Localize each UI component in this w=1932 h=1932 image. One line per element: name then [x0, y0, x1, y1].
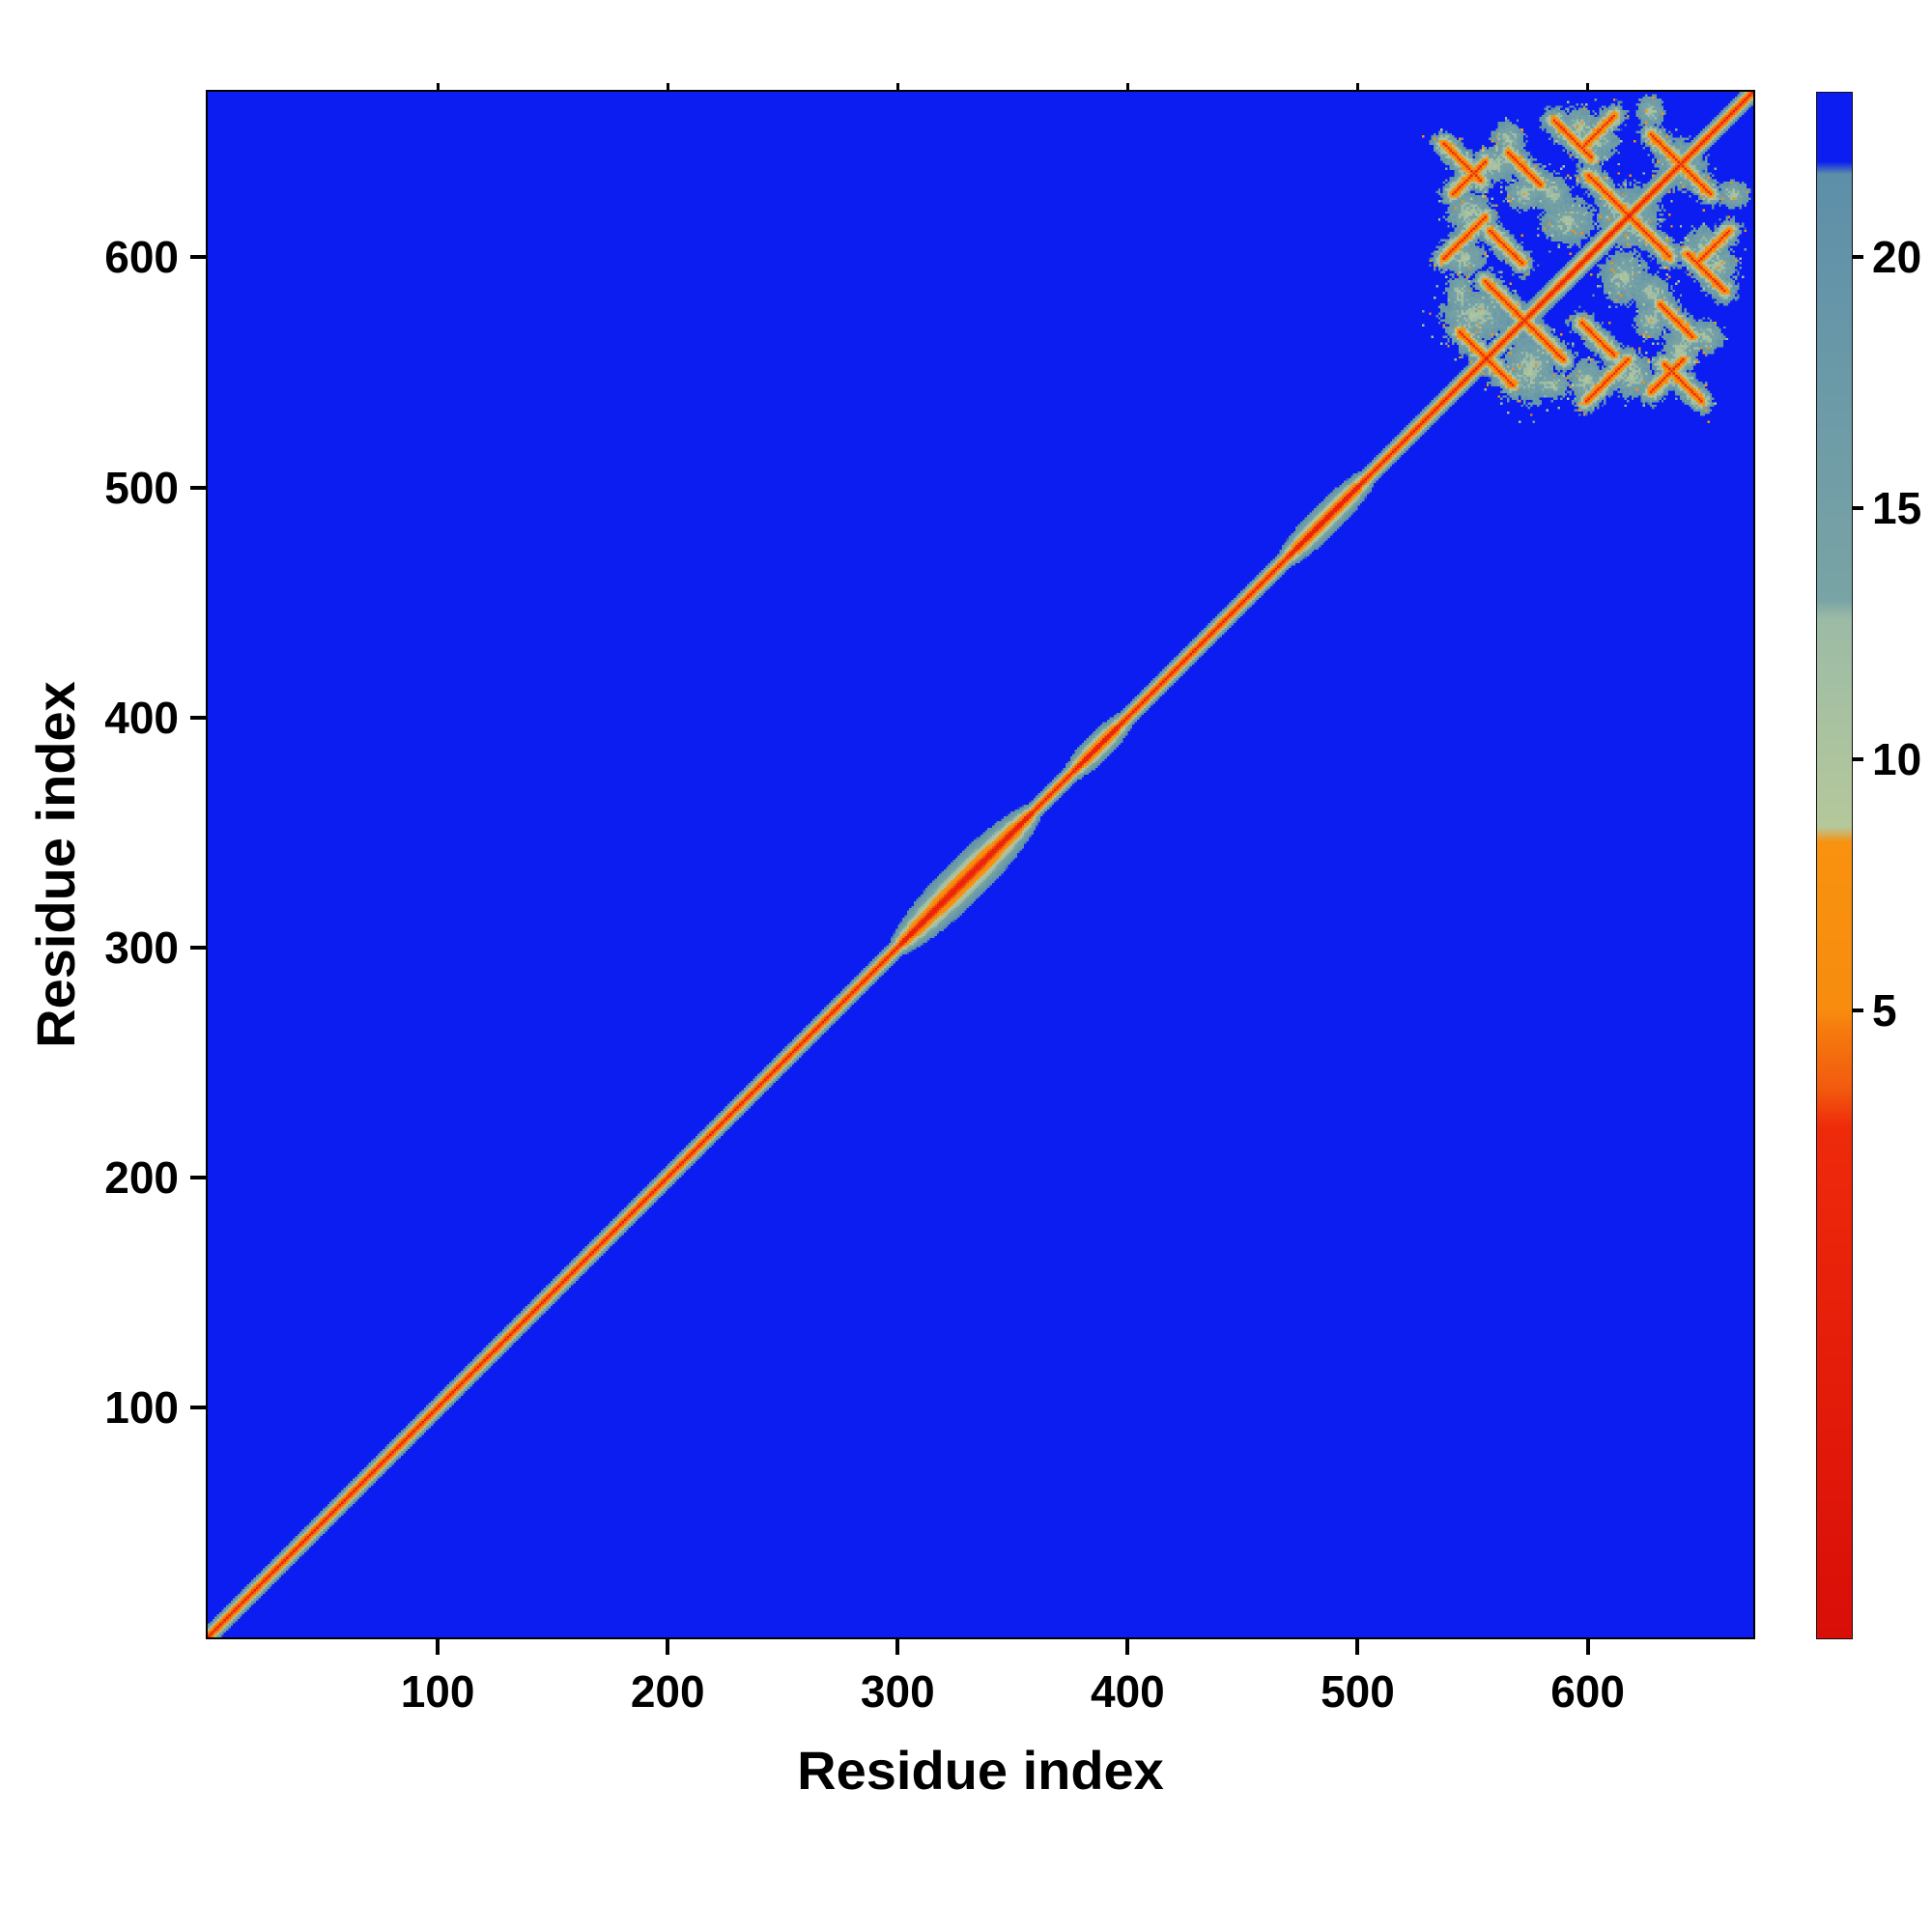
x-top-tick-mark — [1125, 83, 1129, 92]
x-top-tick-mark — [1586, 83, 1590, 92]
x-tick-label: 400 — [1091, 1666, 1165, 1717]
y-tick-label: 500 — [104, 462, 179, 513]
x-axis-label: Residue index — [797, 1740, 1164, 1801]
x-tick-mark — [436, 1637, 440, 1655]
y-tick-label: 200 — [104, 1151, 179, 1203]
x-tick-label: 500 — [1321, 1666, 1395, 1717]
colorbar-tick-mark — [1852, 255, 1863, 260]
colorbar-tick-label: 5 — [1872, 984, 1897, 1036]
x-top-tick-mark — [666, 83, 669, 92]
x-top-tick-mark — [436, 83, 440, 92]
y-tick-mark — [190, 1405, 208, 1409]
y-tick-mark — [190, 945, 208, 950]
x-tick-mark — [1585, 1637, 1590, 1655]
colorbar-tick-mark — [1852, 1008, 1863, 1012]
colorbar-tick-label: 15 — [1872, 483, 1922, 534]
y-tick-label: 100 — [104, 1381, 179, 1433]
x-tick-label: 300 — [860, 1666, 935, 1717]
heatmap-canvas — [208, 92, 1753, 1637]
x-tick-label: 100 — [400, 1666, 475, 1717]
y-tick-mark — [190, 1175, 208, 1179]
y-tick-label: 600 — [104, 232, 179, 283]
colorbar-tick-label: 20 — [1872, 232, 1922, 283]
y-tick-label: 300 — [104, 922, 179, 973]
x-tick-mark — [1125, 1637, 1130, 1655]
colorbar-tick-mark — [1852, 506, 1863, 511]
colorbar-tick-mark — [1852, 756, 1863, 761]
y-tick-mark — [190, 255, 208, 260]
x-top-tick-mark — [895, 83, 899, 92]
x-tick-mark — [666, 1637, 670, 1655]
x-tick-label: 600 — [1550, 1666, 1625, 1717]
x-tick-mark — [1355, 1637, 1360, 1655]
x-tick-mark — [895, 1637, 900, 1655]
x-tick-label: 200 — [630, 1666, 705, 1717]
colorbar-tick-label: 10 — [1872, 733, 1922, 784]
y-axis-label: Residue index — [25, 681, 86, 1048]
x-top-tick-mark — [1355, 83, 1359, 92]
y-tick-mark — [190, 485, 208, 490]
colorbar — [1816, 92, 1853, 1639]
y-tick-mark — [190, 715, 208, 720]
y-tick-label: 400 — [104, 692, 179, 743]
